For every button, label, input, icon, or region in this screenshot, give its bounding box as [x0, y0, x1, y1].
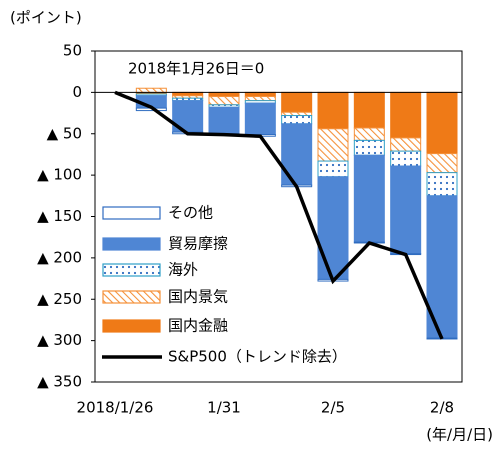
y-tick-label: 50 — [63, 42, 82, 60]
bar-segment — [244, 96, 276, 102]
bar-segment — [135, 87, 167, 93]
bar-segment — [390, 165, 422, 255]
bar-segment — [317, 176, 349, 280]
legend-label: 貿易摩擦 — [168, 235, 228, 253]
x-tick-label: 2/8 — [430, 399, 454, 417]
y-tick-label: ▲ 250 — [37, 290, 82, 308]
bar-segment — [353, 139, 385, 156]
legend-swatch — [102, 237, 161, 251]
legend-label: 国内景気 — [168, 288, 228, 306]
legend-label: 国内金融 — [168, 317, 228, 335]
x-tick-label: 1/31 — [207, 399, 241, 417]
bar-segment — [208, 106, 240, 135]
x-unit-label: (年/月/日) — [426, 426, 493, 444]
bar-segment — [390, 91, 422, 139]
annotation: 2018年1月26日＝0 — [128, 60, 264, 78]
y-tick-label: ▲ 150 — [37, 207, 82, 225]
bar-segment — [390, 137, 422, 152]
legend-swatch — [102, 319, 161, 333]
bar-segment — [426, 172, 458, 197]
bar-segment — [353, 91, 385, 129]
bar-segment — [244, 102, 276, 136]
legend-label: S&P500（トレンド除去） — [168, 348, 347, 366]
y-tick-label: ▲ 200 — [37, 248, 82, 266]
y-tick-label: ▲ 350 — [37, 373, 82, 391]
bar-segment — [426, 153, 458, 174]
bar-segment — [353, 154, 385, 243]
bar-segment — [244, 91, 276, 98]
bar-segment — [390, 150, 422, 167]
bar-segment — [281, 115, 313, 125]
bar-segment — [281, 123, 313, 186]
y-tick-label: ▲ 50 — [47, 124, 82, 142]
bar-segment — [426, 91, 458, 155]
bar-segment — [281, 91, 313, 113]
y-tick-label: ▲ 100 — [37, 166, 82, 184]
bar-segment — [208, 91, 240, 98]
bar-segment — [317, 91, 349, 130]
bar-segment — [353, 127, 385, 141]
legend-label: その他 — [168, 204, 213, 222]
bar-segment — [208, 96, 240, 106]
line-series — [114, 90, 444, 340]
y-axis-label: (ポイント) — [10, 9, 82, 27]
x-tick-label: 2018/1/26 — [77, 399, 154, 417]
bar-segment — [317, 160, 349, 178]
y-tick-label: 0 — [72, 83, 82, 101]
legend-swatch — [102, 263, 161, 277]
legend-label: 海外 — [168, 261, 198, 279]
bar-segment — [317, 128, 349, 162]
y-tick-label: ▲ 300 — [37, 331, 82, 349]
legend-swatch — [102, 290, 161, 304]
x-tick-label: 2/5 — [321, 399, 345, 417]
legend-swatch — [102, 206, 161, 220]
